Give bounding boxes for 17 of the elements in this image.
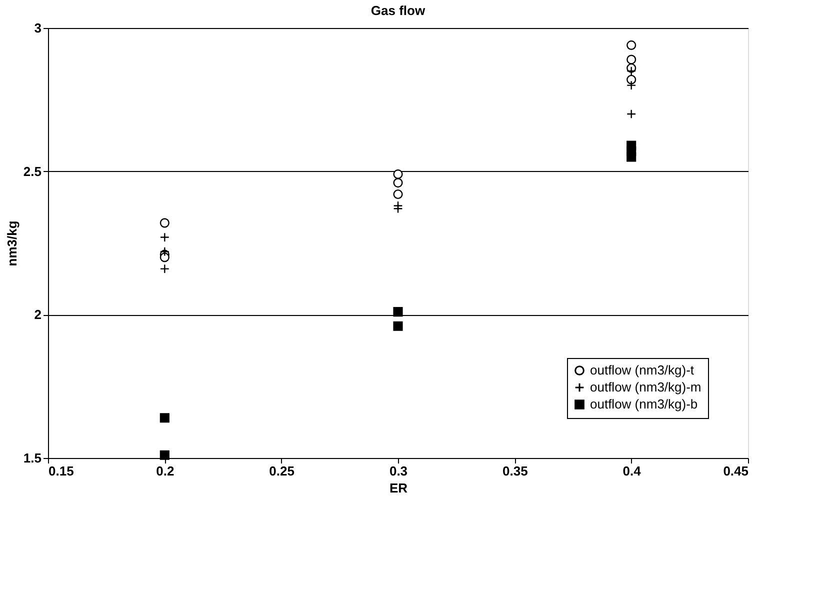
x-tick-label: 0.2 [156,464,174,478]
x-axis-title: ER [389,480,408,496]
x-tick-label: 0.45 [723,464,748,478]
x-tick-label: 0.4 [622,464,642,478]
y-tick-label: 2.5 [23,164,42,179]
legend-label: outflow (nm3/kg)-b [590,396,698,412]
x-tick-label: 0.15 [48,464,74,478]
y-tick-label: 2 [34,307,42,322]
y-tick-label: 3 [34,20,42,36]
x-tick-label: 0.3 [389,464,408,478]
legend-label: outflow (nm3/kg)-t [590,362,694,378]
x-tick-label: 0.35 [502,464,528,478]
x-tick-label: 0.25 [269,464,294,478]
legend-label: outflow (nm3/kg)-m [590,380,702,394]
chart-title: Gas flow [370,3,426,18]
y-axis-title: nm3/kg [4,220,20,266]
y-tick-label: 1.5 [23,450,42,466]
